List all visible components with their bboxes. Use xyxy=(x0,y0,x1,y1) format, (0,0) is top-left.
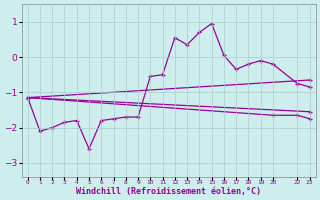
X-axis label: Windchill (Refroidissement éolien,°C): Windchill (Refroidissement éolien,°C) xyxy=(76,187,261,196)
